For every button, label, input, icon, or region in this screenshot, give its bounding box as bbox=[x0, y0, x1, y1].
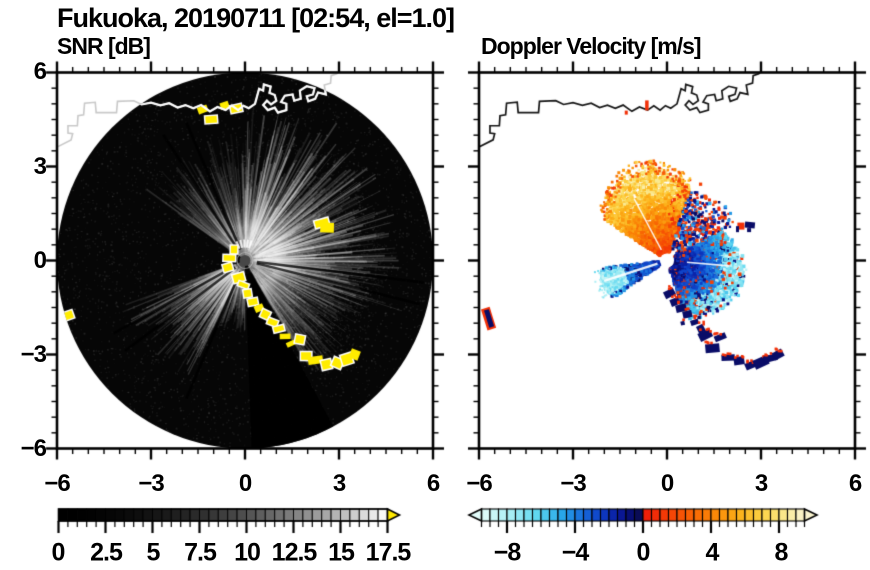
y-tick-label: −6 bbox=[20, 435, 47, 462]
velocity-colorbar-tick-label: 8 bbox=[774, 538, 789, 567]
snr-colorbar-tick-label: 15 bbox=[328, 538, 355, 567]
snr-colorbar-tick-label: 2.5 bbox=[90, 538, 123, 567]
x-tick-label: −3 bbox=[560, 470, 586, 497]
x-tick-label: 0 bbox=[660, 470, 674, 497]
x-tick-label: 3 bbox=[332, 470, 346, 497]
x-tick-label: −3 bbox=[138, 470, 164, 497]
y-tick-label: 3 bbox=[33, 153, 47, 180]
y-tick-label: 6 bbox=[33, 58, 47, 85]
figure-title: Fukuoka, 20190711 [02:54, el=1.0] bbox=[57, 3, 455, 33]
x-tick-label: 0 bbox=[238, 470, 252, 497]
snr-colorbar-tick-label: 0 bbox=[51, 538, 66, 567]
snr-colorbar-tick-label: 5 bbox=[146, 538, 161, 567]
velocity-colorbar-tick-label: 0 bbox=[636, 538, 651, 567]
snr-colorbar-tick-label: 10 bbox=[234, 538, 261, 567]
velocity-panel-subtitle: Doppler Velocity [m/s] bbox=[481, 33, 702, 59]
snr-colorbar-tick-label: 12.5 bbox=[271, 538, 318, 567]
x-tick-label: −6 bbox=[466, 470, 492, 497]
y-tick-label: 0 bbox=[33, 247, 47, 274]
x-tick-label: −6 bbox=[44, 470, 70, 497]
y-tick-label: −3 bbox=[20, 341, 47, 368]
snr-colorbar-tick-label: 7.5 bbox=[184, 538, 217, 567]
velocity-colorbar-tick-label: −8 bbox=[493, 538, 521, 567]
snr-colorbar-tick-label: 17.5 bbox=[365, 538, 412, 567]
snr-panel-subtitle: SNR [dB] bbox=[57, 33, 151, 59]
x-tick-label: 3 bbox=[754, 470, 768, 497]
velocity-colorbar-tick-label: 4 bbox=[705, 538, 720, 567]
x-tick-label: 6 bbox=[848, 470, 862, 497]
velocity-colorbar-tick-label: −4 bbox=[561, 538, 589, 567]
x-tick-label: 6 bbox=[426, 470, 440, 497]
